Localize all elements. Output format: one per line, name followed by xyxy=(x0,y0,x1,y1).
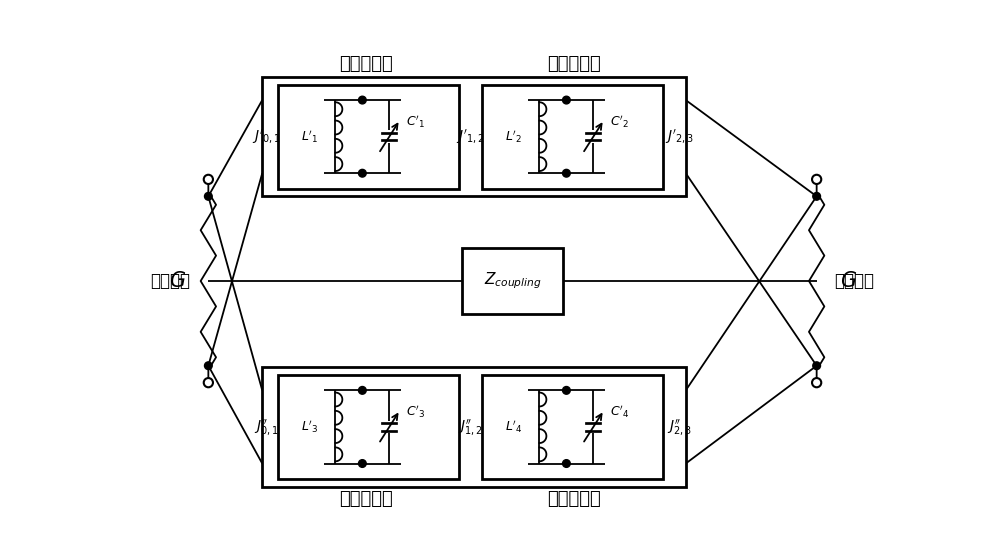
Circle shape xyxy=(205,193,212,200)
Circle shape xyxy=(204,175,213,184)
Text: 第三谐振器: 第三谐振器 xyxy=(339,490,393,508)
Text: $J'_{2,3}$: $J'_{2,3}$ xyxy=(665,128,694,146)
Circle shape xyxy=(812,175,821,184)
Text: $L'_3$: $L'_3$ xyxy=(301,418,318,435)
Text: $L'_2$: $L'_2$ xyxy=(505,128,523,145)
Text: $C'_1$: $C'_1$ xyxy=(406,113,425,129)
Text: 第二端口: 第二端口 xyxy=(834,272,874,290)
Circle shape xyxy=(563,387,570,394)
Text: G: G xyxy=(169,271,185,291)
Text: $J^{\prime\prime}_{0,1}$: $J^{\prime\prime}_{0,1}$ xyxy=(254,417,278,437)
Circle shape xyxy=(358,460,366,468)
Circle shape xyxy=(812,378,821,387)
Text: 第一端口: 第一端口 xyxy=(151,272,191,290)
Bar xyxy=(278,375,459,479)
Circle shape xyxy=(358,170,366,177)
Bar xyxy=(262,77,686,196)
Text: $J'_{0,1}$: $J'_{0,1}$ xyxy=(252,128,281,146)
Text: 第二谐振器: 第二谐振器 xyxy=(547,55,601,73)
Circle shape xyxy=(358,96,366,104)
Text: $J^{\prime\prime}_{2,3}$: $J^{\prime\prime}_{2,3}$ xyxy=(667,417,692,437)
Text: 第四谐振器: 第四谐振器 xyxy=(547,490,601,508)
Text: $C'_3$: $C'_3$ xyxy=(406,403,426,420)
Bar xyxy=(462,248,563,314)
Text: $L'_1$: $L'_1$ xyxy=(301,128,318,145)
Bar xyxy=(482,85,663,189)
Circle shape xyxy=(563,460,570,468)
Circle shape xyxy=(813,193,820,200)
Text: $J^{\prime\prime}_{1,2}$: $J^{\prime\prime}_{1,2}$ xyxy=(458,417,483,437)
Text: $L'_4$: $L'_4$ xyxy=(505,418,523,435)
Circle shape xyxy=(813,362,820,369)
Text: 第一谐振器: 第一谐振器 xyxy=(339,55,393,73)
Circle shape xyxy=(358,387,366,394)
Text: G: G xyxy=(840,271,856,291)
Bar xyxy=(482,375,663,479)
Bar xyxy=(262,367,686,487)
Text: $Z_{coupling}$: $Z_{coupling}$ xyxy=(484,271,541,291)
Circle shape xyxy=(563,170,570,177)
Circle shape xyxy=(205,362,212,369)
Text: $J'_{1,2}$: $J'_{1,2}$ xyxy=(456,128,485,146)
Circle shape xyxy=(204,378,213,387)
Circle shape xyxy=(563,96,570,104)
Text: $C'_2$: $C'_2$ xyxy=(610,113,629,129)
Text: $C'_4$: $C'_4$ xyxy=(610,403,630,420)
Bar xyxy=(278,85,459,189)
